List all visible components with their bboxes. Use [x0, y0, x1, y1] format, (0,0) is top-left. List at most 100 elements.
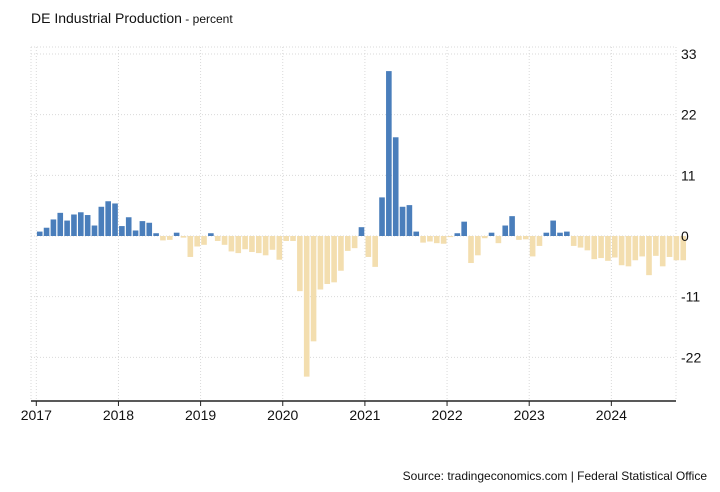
bar — [413, 231, 420, 236]
source-note: Source: tradingeconomics.com | Federal S… — [402, 469, 707, 483]
bar — [105, 201, 111, 236]
bar — [365, 236, 372, 257]
bar — [495, 236, 502, 244]
bar — [399, 206, 406, 236]
x-tick-label: 2022 — [431, 407, 462, 423]
bar — [249, 236, 255, 252]
bar — [372, 236, 378, 267]
chart-unit: percent — [192, 12, 233, 26]
bar — [659, 236, 666, 267]
bar — [36, 231, 43, 236]
bar — [310, 236, 317, 342]
bar — [64, 220, 70, 236]
bar — [557, 232, 563, 236]
y-tick-label: 33 — [681, 46, 697, 62]
x-tick-label: 2019 — [185, 407, 216, 423]
bar — [146, 222, 153, 236]
bar — [577, 236, 584, 248]
bar — [673, 236, 680, 261]
bar — [406, 205, 413, 236]
x-tick-label: 2021 — [349, 407, 380, 423]
title-separator: - — [181, 12, 193, 26]
x-tick-label: 2017 — [21, 407, 52, 423]
y-tick-label: 22 — [681, 107, 697, 123]
x-tick-label: 2024 — [596, 407, 627, 423]
x-tick-label: 2020 — [267, 407, 298, 423]
bar — [71, 214, 77, 236]
bar — [160, 236, 166, 241]
bar — [317, 236, 324, 290]
bar — [461, 221, 467, 236]
bar — [653, 236, 659, 256]
bar — [153, 233, 159, 236]
bar — [98, 206, 105, 236]
bar — [77, 212, 84, 236]
bar — [338, 236, 344, 271]
bar — [570, 236, 577, 246]
bar — [180, 236, 187, 238]
bar — [618, 236, 625, 266]
bar — [166, 236, 173, 240]
bar — [564, 231, 570, 236]
bar — [625, 236, 632, 267]
bar — [481, 236, 488, 239]
y-tick-label: 0 — [681, 228, 689, 244]
x-tick-labels: 2017 2018 2019 2020 2021 2022 2023 2024 — [21, 407, 627, 423]
bar — [112, 203, 118, 236]
bar — [550, 220, 556, 236]
bar — [543, 232, 550, 236]
bar — [235, 236, 242, 254]
y-tick-label: 11 — [681, 167, 696, 183]
bar — [173, 232, 180, 236]
bar — [598, 236, 604, 259]
bar — [214, 236, 221, 241]
bar — [420, 236, 426, 243]
bar — [242, 236, 248, 250]
axes — [31, 400, 676, 406]
bar — [276, 236, 283, 260]
bar — [43, 227, 50, 236]
bar — [502, 225, 509, 236]
bar — [208, 233, 214, 236]
bar — [139, 221, 146, 236]
bar — [297, 236, 303, 292]
chart-title-row: DE Industrial Production - percent — [31, 10, 233, 28]
bar — [427, 236, 433, 242]
bar — [529, 236, 536, 257]
y-tick-label: -22 — [681, 349, 701, 365]
bar — [132, 230, 139, 236]
bar — [57, 212, 64, 236]
bar — [194, 236, 200, 247]
y-tick-label: -11 — [681, 289, 700, 305]
bar — [379, 197, 385, 236]
bar — [119, 226, 125, 236]
bar — [632, 236, 639, 261]
bar — [351, 236, 358, 249]
bar — [646, 236, 652, 276]
bar — [303, 236, 310, 377]
bar — [125, 217, 132, 236]
bar — [516, 236, 522, 240]
x-tick-label: 2018 — [103, 407, 134, 423]
bar — [509, 216, 515, 236]
bar — [605, 236, 611, 261]
bar — [269, 236, 276, 250]
bar-series — [36, 71, 687, 377]
bar — [536, 236, 543, 246]
bar — [475, 236, 481, 256]
bar — [680, 236, 687, 261]
bar — [447, 236, 454, 238]
bar — [331, 236, 337, 283]
bar — [639, 236, 645, 257]
bar — [344, 236, 351, 251]
bar — [440, 236, 447, 244]
bar — [386, 71, 392, 236]
bar — [358, 227, 365, 236]
bar — [283, 236, 289, 241]
bar — [454, 233, 461, 236]
bar — [324, 236, 331, 284]
bar — [221, 236, 228, 245]
bar — [84, 215, 91, 236]
x-tick-label: 2023 — [514, 407, 545, 423]
